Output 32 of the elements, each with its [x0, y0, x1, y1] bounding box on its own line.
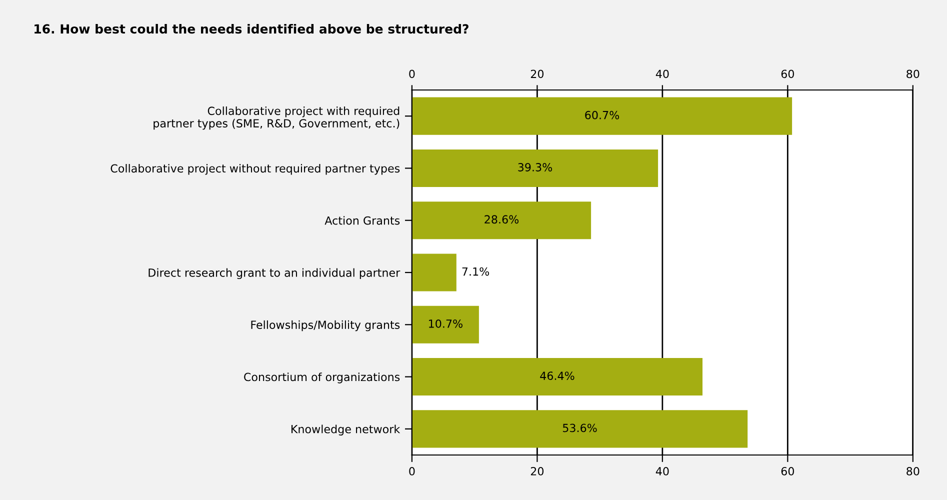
data-label: 60.7%	[585, 110, 620, 120]
x-tick-label: 20	[530, 70, 544, 78]
x2-tick-label: 40	[656, 467, 669, 476]
x-tick-label: 60	[781, 70, 794, 78]
y-tick-label: Knowledge network	[291, 424, 400, 436]
x2-tick-label: 60	[781, 467, 794, 476]
x-tick-label: 0	[409, 70, 415, 78]
data-label: 10.7%	[429, 319, 462, 328]
x2-tick-label: 0	[409, 467, 415, 476]
y-tick-label: Action Grants	[324, 216, 400, 225]
text: 16. How best could the needs identified above be structured?	[34, 24, 468, 34]
bar	[412, 202, 592, 240]
x-tick-label: 80	[906, 70, 920, 78]
x2-tick-label: 20	[530, 467, 544, 476]
bar	[412, 149, 658, 187]
bar	[412, 306, 479, 344]
y-tick-label: Direct research grant to an individual partner	[148, 268, 400, 280]
data-label: 7.1%	[462, 267, 490, 276]
y-tick-label: Collaborative project with required partner types (SME, R&D, Government, etc.)	[154, 106, 400, 130]
data-label: 28.6%	[484, 215, 519, 224]
bar	[412, 97, 792, 135]
data-label: 39.3%	[518, 163, 552, 172]
data-label: 46.4%	[540, 372, 574, 380]
data-label: 53.6%	[562, 424, 597, 432]
y-tick-label: Fellowships/Mobility grants	[251, 320, 400, 332]
bar	[412, 358, 703, 396]
bar	[412, 254, 456, 292]
x2-tick-label: 80	[906, 467, 920, 476]
x-tick-label: 40	[656, 70, 669, 78]
bar	[412, 410, 748, 448]
y-tick-label: Consortium of organizations	[244, 372, 400, 384]
y-tick-label: Collaborative project without required partner types	[110, 164, 400, 175]
